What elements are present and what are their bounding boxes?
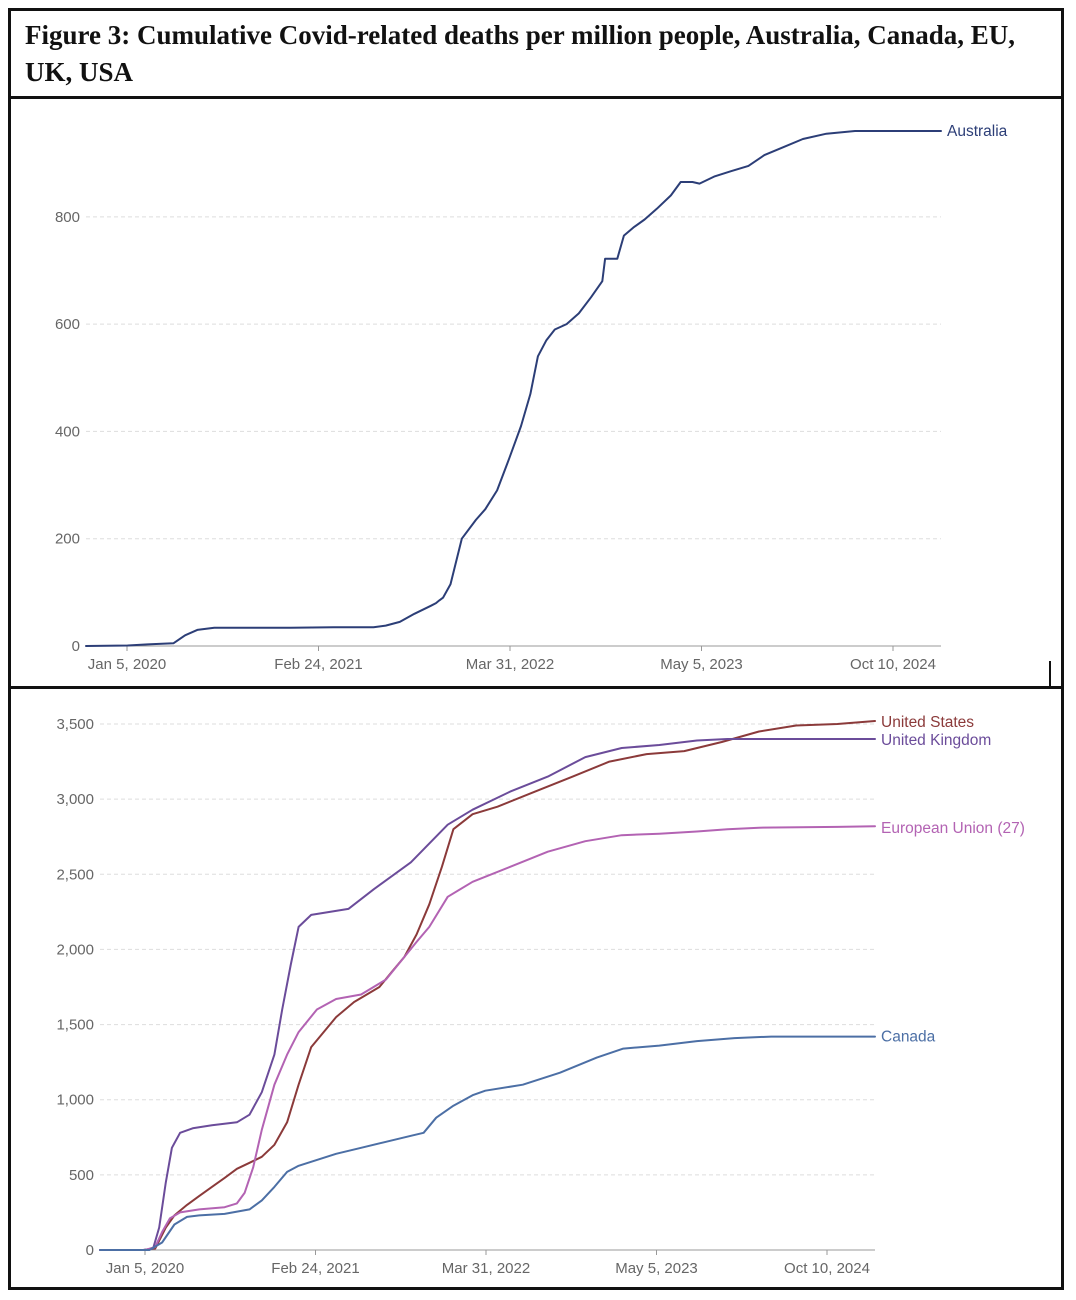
y-tick-label: 2,000 — [56, 941, 94, 958]
x-tick-label: May 5, 2023 — [615, 1260, 698, 1277]
x-tick-label: May 5, 2023 — [660, 656, 743, 673]
series-label-united-states: United States — [881, 714, 974, 731]
x-tick-label: Oct 10, 2024 — [784, 1260, 870, 1277]
x-tick-label: Mar 31, 2022 — [442, 1260, 530, 1277]
series-line-canada — [99, 1035, 876, 1251]
chart-panel-comparison: 0 500 1,000 1,500 2,000 2,500 3,000 3,500 Jan 5,… — [11, 689, 1061, 1287]
chart-panel-australia: 0 200 400 600 800 Jan 5, 2020 Feb 24, 2021 Mar … — [11, 99, 1061, 689]
series-line-european-union-27 — [99, 825, 876, 1251]
y-tick-label: 600 — [55, 316, 80, 333]
figure-frame: Figure 3: Cumulative Covid-related death… — [8, 8, 1064, 1290]
y-tick-label: 3,500 — [56, 716, 94, 733]
y-tick-label: 1,000 — [56, 1092, 94, 1109]
series-label-united-kingdom: United Kingdom — [881, 732, 991, 749]
y-tick-label: 0 — [72, 638, 80, 655]
y-tick-label: 2,500 — [56, 866, 94, 883]
series-line-australia — [85, 130, 942, 647]
y-tick-label: 1,500 — [56, 1017, 94, 1034]
x-tick-label: Mar 31, 2022 — [466, 656, 554, 673]
series-line-united-kingdom — [99, 738, 876, 1251]
y-tick-label: 500 — [69, 1167, 94, 1184]
y-tick-label: 400 — [55, 423, 80, 440]
series-label-australia: Australia — [947, 123, 1008, 140]
x-tick-label: Feb 24, 2021 — [271, 1260, 359, 1277]
x-tick-label: Feb 24, 2021 — [274, 656, 362, 673]
chart-comparison: 0 500 1,000 1,500 2,000 2,500 3,000 3,500 Jan 5,… — [56, 714, 1025, 1277]
y-tick-label: 200 — [55, 531, 80, 548]
chart-australia: 0 200 400 600 800 Jan 5, 2020 Feb 24, 2021 Mar … — [55, 123, 1008, 673]
y-tick-label: 800 — [55, 209, 80, 226]
figure-title: Figure 3: Cumulative Covid-related death… — [11, 11, 1061, 99]
text-cursor — [1049, 661, 1051, 687]
x-tick-label: Jan 5, 2020 — [88, 656, 166, 673]
y-tick-label: 0 — [86, 1242, 94, 1259]
series-label-european-union-27: European Union (27) — [881, 820, 1025, 837]
x-tick-label: Jan 5, 2020 — [106, 1260, 184, 1277]
x-tick-label: Oct 10, 2024 — [850, 656, 936, 673]
y-tick-label: 3,000 — [56, 791, 94, 808]
series-label-canada: Canada — [881, 1029, 936, 1046]
series-line-united-states — [99, 720, 876, 1251]
